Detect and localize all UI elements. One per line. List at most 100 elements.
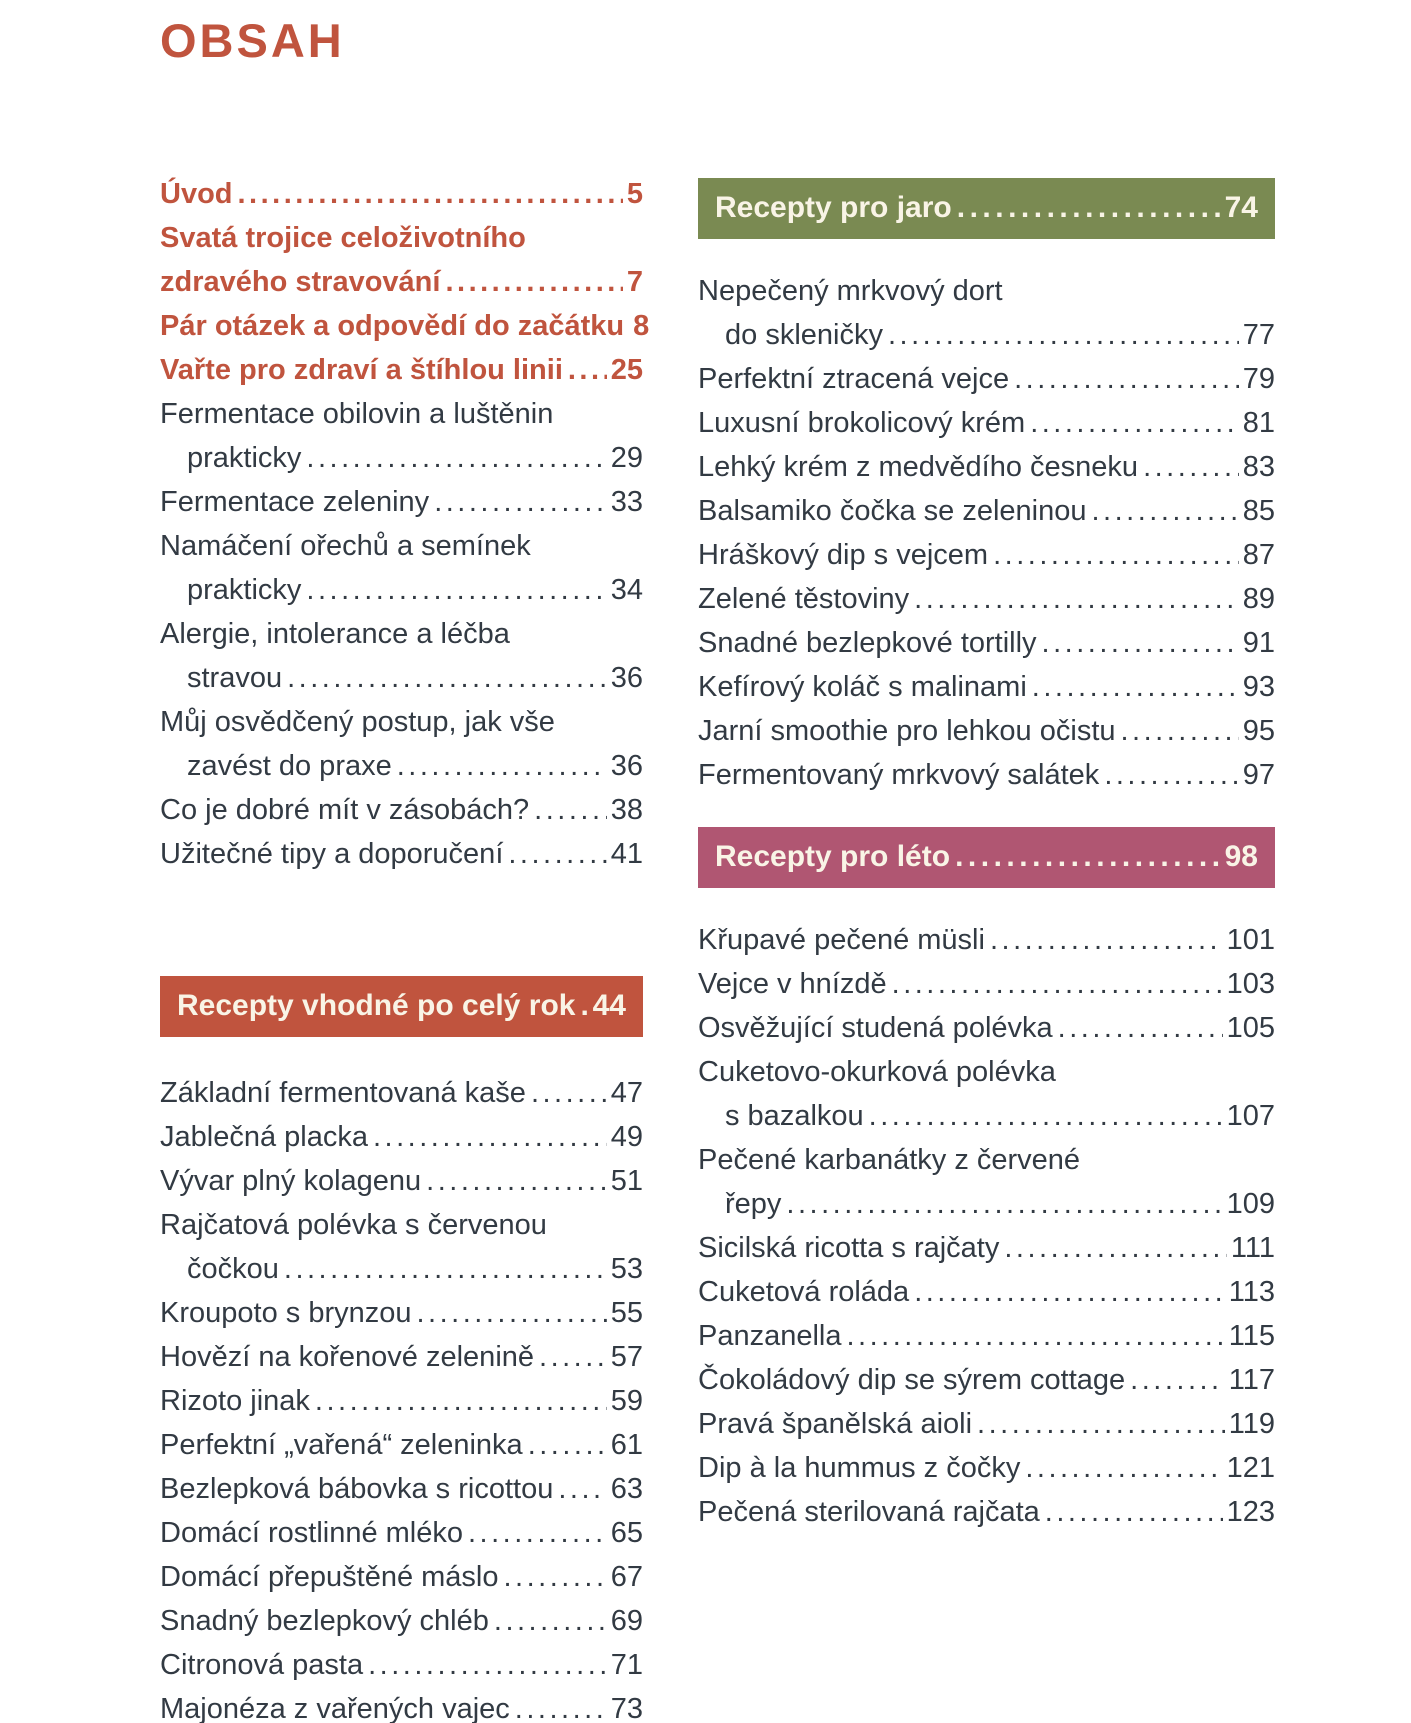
- entry-page-number: 101: [1226, 924, 1275, 956]
- entry-title: Bezlepková bábovka s ricottou: [160, 1473, 554, 1505]
- dot-leader: [508, 832, 606, 876]
- toc-entry: Perfektní ztracená vejce 79: [698, 357, 1275, 401]
- dot-leader: [990, 918, 1223, 962]
- entry-page-number: 83: [1242, 451, 1275, 483]
- entry-page-number: 93: [1242, 671, 1275, 703]
- entry-page-number: 34: [610, 574, 643, 606]
- entry-page-number: 89: [1242, 583, 1275, 615]
- entry-title: Můj osvědčený postup, jak vše: [160, 706, 555, 738]
- dot-leader: [888, 313, 1239, 357]
- toc-entry: Vývar plný kolagenu 51: [160, 1159, 643, 1203]
- entry-page-number: 5: [626, 178, 643, 210]
- toc-entry-line: Co je dobré mít v zásobách? 38: [160, 788, 643, 832]
- toc-entry-line: Perfektní ztracená vejce 79: [698, 357, 1275, 401]
- toc-entry-line: prakticky 34: [160, 568, 643, 612]
- entry-page-number: 121: [1226, 1452, 1275, 1484]
- toc-entry: Sicilská ricotta s rajčaty 111: [698, 1226, 1275, 1270]
- entry-page-number: 47: [610, 1077, 643, 1109]
- toc-entry-line: řepy 109: [698, 1182, 1275, 1226]
- dot-leader: [468, 1511, 607, 1555]
- toc-entry: Domácí přepuštěné máslo 67: [160, 1555, 643, 1599]
- entry-title: Hovězí na kořenové zelenině: [160, 1341, 535, 1373]
- toc-entry: Alergie, intolerance a léčba stravou 36: [160, 612, 643, 700]
- entry-title: Luxusní brokolicový krém: [698, 407, 1026, 439]
- entry-page-number: 61: [610, 1429, 643, 1461]
- toc-entry: Rajčatová polévka s červenou čočkou 53: [160, 1203, 643, 1291]
- dot-leader: [957, 189, 1221, 226]
- dot-leader: [1143, 445, 1239, 489]
- toc-entry: Pravá španělská aioli 119: [698, 1402, 1275, 1446]
- toc-entry: Fermentovaný mrkvový salátek 97: [698, 753, 1275, 797]
- entry-page-number: 65: [610, 1517, 643, 1549]
- entry-title: Čokoládový dip se sýrem cottage: [698, 1364, 1126, 1396]
- entry-page-number: 25: [610, 354, 643, 386]
- entry-title: Vařte pro zdraví a štíhlou linii: [160, 354, 563, 386]
- dot-leader: [580, 987, 588, 1024]
- toc-entry: Čokoládový dip se sýrem cottage 117: [698, 1358, 1275, 1402]
- entry-page-number: 105: [1226, 1012, 1275, 1044]
- entry-title: prakticky: [187, 442, 302, 474]
- toc-entry-line: Snadné bezlepkové tortilly 91: [698, 621, 1275, 665]
- dot-leader: [1045, 1490, 1223, 1534]
- entry-title: Pečené karbanátky z červené: [698, 1144, 1081, 1176]
- entry-title: Sicilská ricotta s rajčaty: [698, 1232, 1000, 1264]
- spring-section-list: Nepečený mrkvový dort do skleničky 77 Perfe…: [698, 269, 1275, 797]
- entry-title: Rajčatová polévka s červenou: [160, 1209, 547, 1241]
- toc-entry-line: Čokoládový dip se sýrem cottage 117: [698, 1358, 1275, 1402]
- toc-entry-line: Panzanella 115: [698, 1314, 1275, 1358]
- entry-title: Namáčení ořechů a semínek: [160, 530, 531, 562]
- toc-entry-line: Fermentace obilovin a luštěnin: [160, 392, 643, 436]
- toc-entry: Snadný bezlepkový chléb 69: [160, 1599, 643, 1643]
- toc-entry: Úvod 5: [160, 172, 643, 216]
- entry-title: s bazalkou: [725, 1100, 864, 1132]
- section-banner-summer: Recepty pro léto 98: [698, 827, 1275, 888]
- entry-page-number: 53: [610, 1253, 643, 1285]
- summer-section-list: Křupavé pečené müsli 101 Vejce v hnízdě 103…: [698, 918, 1275, 1534]
- dot-leader: [1025, 1446, 1222, 1490]
- entry-page-number: 115: [1228, 1320, 1275, 1352]
- entry-page-number: 36: [610, 750, 643, 782]
- toc-entry-line: Kefírový koláč s malinami 93: [698, 665, 1275, 709]
- dot-leader: [445, 260, 622, 304]
- entry-title: Dip à la hummus z čočky: [698, 1452, 1021, 1484]
- toc-entry-line: Majonéza z vařených vajec 73: [160, 1687, 643, 1723]
- entry-title: Lehký krém z medvědího česneku: [698, 451, 1139, 483]
- toc-entry-line: čočkou 53: [160, 1247, 643, 1291]
- right-column: Recepty pro jaro 74 Nepečený mrkvový dor…: [698, 172, 1275, 1723]
- entry-page-number: 109: [1226, 1188, 1275, 1220]
- toc-columns: Úvod 5 Svatá trojice celoživotního zdravého…: [160, 172, 1411, 1723]
- dot-leader: [539, 1335, 607, 1379]
- toc-entry: Co je dobré mít v zásobách? 38: [160, 788, 643, 832]
- toc-entry: Snadné bezlepkové tortilly 91: [698, 621, 1275, 665]
- toc-entry-line: Zelené těstoviny 89: [698, 577, 1275, 621]
- toc-entry-line: Sicilská ricotta s rajčaty 111: [698, 1226, 1275, 1270]
- toc-entry-line: Perfektní „vařená“ zeleninka 61: [160, 1423, 643, 1467]
- dot-leader: [397, 744, 607, 788]
- entry-title: Pravá španělská aioli: [698, 1408, 973, 1440]
- toc-entry: Cuketová roláda 113: [698, 1270, 1275, 1314]
- toc-entry: Dip à la hummus z čočky 121: [698, 1446, 1275, 1490]
- dot-leader: [955, 838, 1221, 875]
- toc-entry-line: zdravého stravování 7: [160, 260, 643, 304]
- dot-leader: [287, 656, 607, 700]
- toc-entry-line: Lehký krém z medvědího česneku 83: [698, 445, 1275, 489]
- toc-entry: Vejce v hnízdě 103: [698, 962, 1275, 1006]
- entry-page-number: 49: [610, 1121, 643, 1153]
- dot-leader: [1104, 753, 1238, 797]
- toc-entry-line: prakticky 29: [160, 436, 643, 480]
- toc-entry-line: stravou 36: [160, 656, 643, 700]
- entry-title: Citronová pasta: [160, 1649, 364, 1681]
- toc-entry-line: Fermentovaný mrkvový salátek 97: [698, 753, 1275, 797]
- dot-leader: [306, 436, 606, 480]
- toc-entry: Zelené těstoviny 89: [698, 577, 1275, 621]
- entry-title: Domácí rostlinné mléko: [160, 1517, 463, 1549]
- section-title: Recepty pro léto: [715, 840, 951, 873]
- entry-page-number: 59: [610, 1385, 643, 1417]
- entry-title: Rizoto jinak: [160, 1385, 310, 1417]
- entry-title: Fermentace zeleniny: [160, 486, 430, 518]
- toc-entry-line: Domácí rostlinné mléko 65: [160, 1511, 643, 1555]
- toc-entry: Cuketovo-okurková polévka s bazalkou 107: [698, 1050, 1275, 1138]
- dot-leader: [416, 1291, 606, 1335]
- dot-leader: [426, 1159, 607, 1203]
